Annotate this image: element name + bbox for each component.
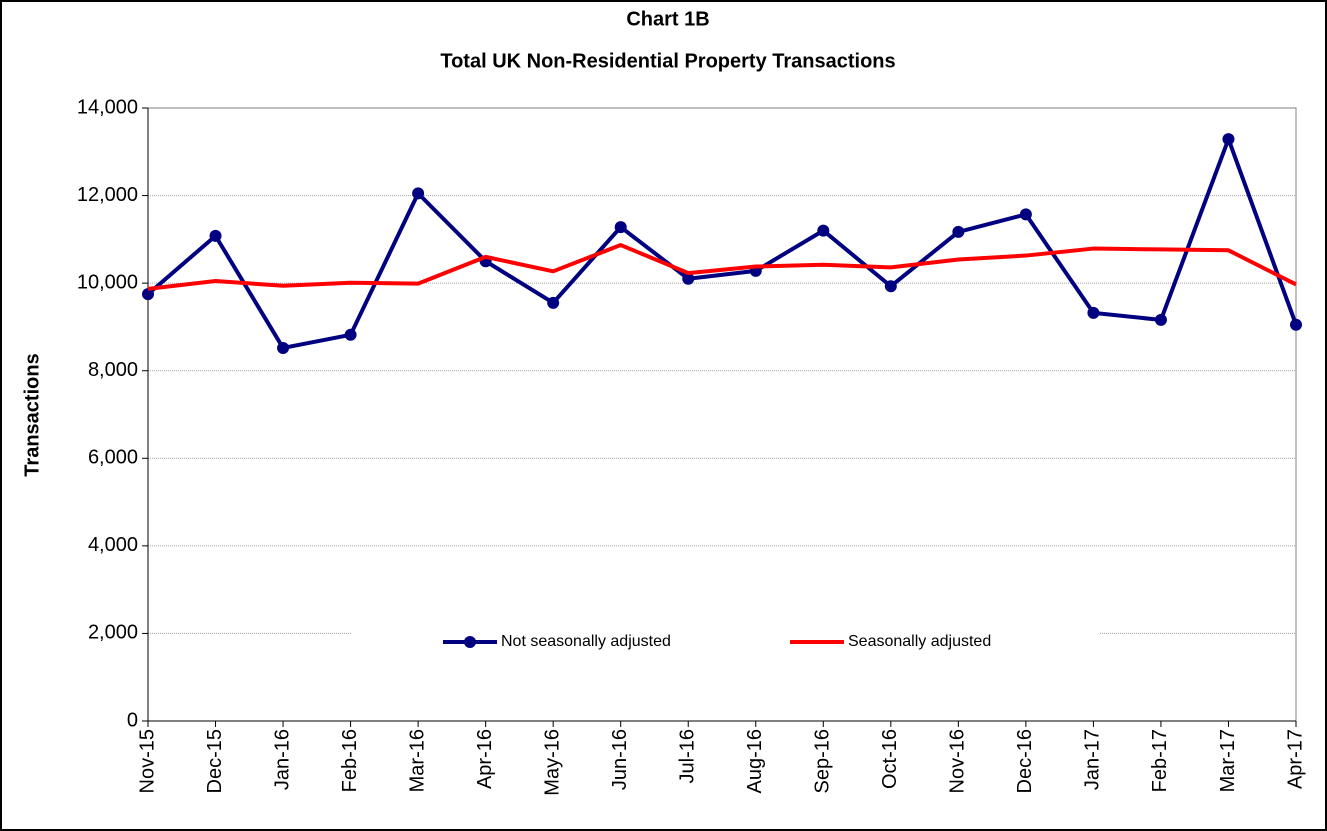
legend-marker: [464, 636, 476, 648]
x-tick-label: Feb-17: [1149, 729, 1171, 792]
x-tick-label: Sep-16: [812, 729, 834, 794]
data-point: [884, 280, 897, 293]
x-tick-label: Jul-16: [677, 729, 699, 783]
data-point: [1290, 318, 1302, 331]
data-point: [817, 224, 830, 237]
x-tick-label: Apr-17: [1284, 729, 1306, 789]
x-tick-label: Mar-16: [406, 729, 428, 792]
data-point: [277, 341, 290, 354]
plot-area: [147, 107, 1297, 722]
x-tick-label: Nov-15: [136, 729, 158, 793]
series-line: [146, 137, 1298, 350]
y-tick-label: 8,000: [88, 359, 138, 381]
data-point: [547, 296, 560, 309]
x-tick-label: Aug-16: [744, 729, 766, 794]
x-tick-label: Jun-16: [609, 729, 631, 790]
data-point: [1154, 313, 1167, 326]
data-point: [1087, 306, 1100, 319]
data-point: [412, 187, 425, 200]
y-tick-label: 6,000: [88, 447, 138, 469]
x-tick-label: Jan-16: [271, 729, 293, 790]
data-point: [614, 221, 627, 234]
y-tick-label: 4,000: [88, 534, 138, 556]
legend-label: Seasonally adjusted: [848, 633, 991, 650]
x-tick-label: Apr-16: [474, 729, 496, 789]
y-tick-label: 0: [127, 709, 138, 731]
x-tick-label: Jan-17: [1082, 729, 1104, 790]
x-tick-label: Feb-16: [339, 729, 361, 792]
x-tick-label: Dec-15: [204, 729, 226, 793]
chart-subtitle: Total UK Non-Residential Property Transa…: [440, 50, 895, 72]
data-point: [1222, 133, 1235, 146]
y-tick-label: 12,000: [77, 184, 138, 206]
x-tick-label: May-16: [541, 729, 563, 796]
data-point: [344, 328, 357, 341]
chart-title: Chart 1B: [626, 8, 709, 30]
data-point: [142, 288, 154, 301]
y-axis-label: Transactions: [21, 353, 43, 476]
data-point: [1019, 208, 1032, 221]
x-tick-label: Nov-16: [947, 729, 969, 793]
data-point: [682, 272, 695, 285]
y-tick-label: 14,000: [77, 96, 138, 118]
x-tick-label: Oct-16: [879, 729, 901, 789]
y-tick-label: 10,000: [77, 271, 138, 293]
y-tick-label: 2,000: [88, 622, 138, 644]
x-tick-label: Dec-16: [1014, 729, 1036, 793]
legend-label: Not seasonally adjusted: [501, 633, 671, 650]
data-point: [952, 225, 965, 238]
data-point: [209, 229, 222, 242]
series-line: [147, 243, 1297, 291]
x-tick-label: Mar-17: [1217, 729, 1239, 792]
